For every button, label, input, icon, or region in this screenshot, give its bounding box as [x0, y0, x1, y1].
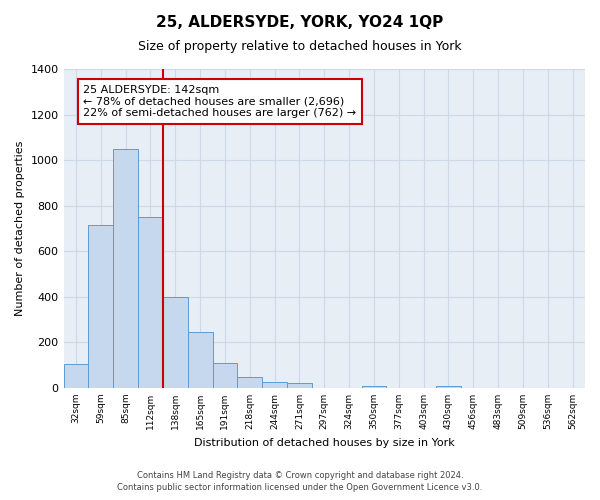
Bar	[287, 383, 312, 388]
Bar	[212, 363, 238, 388]
Bar	[88, 225, 113, 388]
Bar	[262, 382, 287, 388]
Bar	[188, 332, 212, 388]
Bar	[138, 217, 163, 388]
Text: 25 ALDERSYDE: 142sqm
← 78% of detached houses are smaller (2,696)
22% of semi-de: 25 ALDERSYDE: 142sqm ← 78% of detached h…	[83, 85, 356, 118]
X-axis label: Distribution of detached houses by size in York: Distribution of detached houses by size …	[194, 438, 455, 448]
Y-axis label: Number of detached properties: Number of detached properties	[15, 141, 25, 316]
Bar	[64, 364, 88, 388]
Bar	[436, 386, 461, 388]
Text: Contains HM Land Registry data © Crown copyright and database right 2024.
Contai: Contains HM Land Registry data © Crown c…	[118, 471, 482, 492]
Text: 25, ALDERSYDE, YORK, YO24 1QP: 25, ALDERSYDE, YORK, YO24 1QP	[157, 15, 443, 30]
Bar	[238, 376, 262, 388]
Bar	[163, 297, 188, 388]
Text: Size of property relative to detached houses in York: Size of property relative to detached ho…	[138, 40, 462, 53]
Bar	[362, 386, 386, 388]
Bar	[113, 148, 138, 388]
